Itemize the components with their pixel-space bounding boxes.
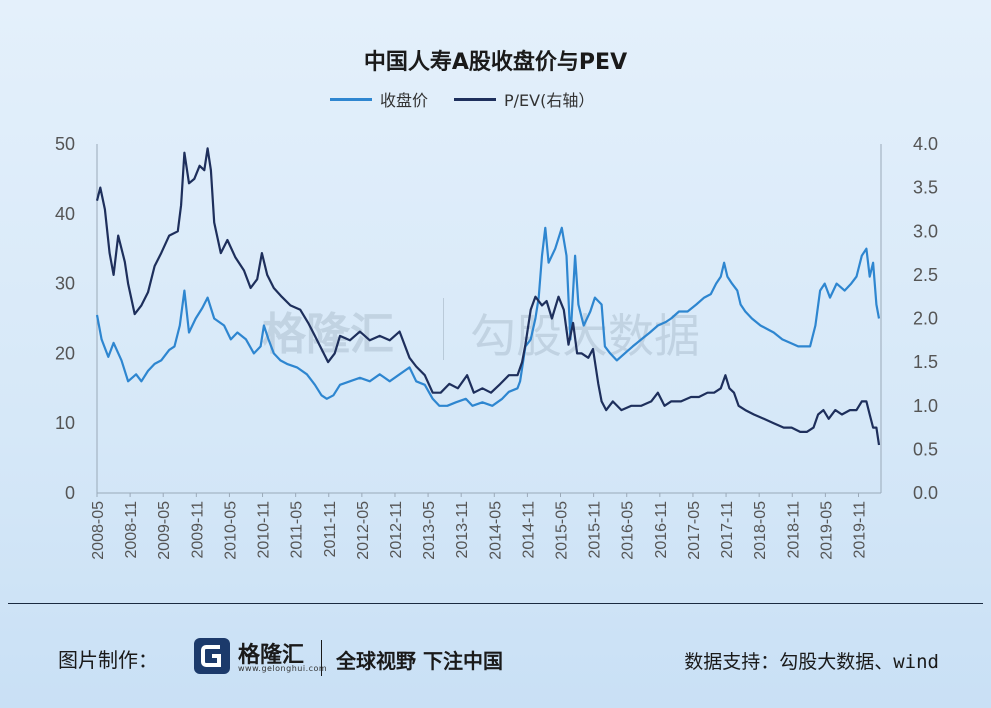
x-tick-label: 2008-05 — [90, 501, 107, 560]
brand-url: www.gelonghui.com — [238, 664, 328, 673]
y-left-tick-label: 30 — [55, 274, 75, 294]
y-right-tick-label: 1.5 — [913, 352, 938, 372]
x-tick-label: 2016-11 — [653, 501, 670, 559]
legend-item-pev: P/EV(右轴） — [454, 87, 594, 111]
x-tick-label: 2016-05 — [620, 501, 637, 560]
x-tick-label: 2017-11 — [719, 501, 736, 559]
x-tick-label: 2014-11 — [520, 501, 537, 559]
y-left-tick-label: 0 — [65, 483, 75, 503]
legend-swatch-pev — [454, 97, 497, 101]
legend-item-price: 收盘价 — [330, 87, 428, 111]
y-right-tick-label: 2.5 — [913, 265, 938, 285]
series-line-pev — [95, 147, 881, 446]
x-tick-label: 2018-05 — [752, 501, 769, 560]
chart-axes: 0 10 20 30 40 50 0.0 0.5 1.0 1.5 2.0 2.5 3.0 3.5 4.0 20… — [55, 134, 938, 560]
y-left-tick-label: 20 — [55, 343, 75, 363]
chart-lines — [95, 147, 881, 446]
x-tick-label: 2015-11 — [587, 501, 604, 559]
brand-separator — [321, 640, 322, 676]
watermark-gougu: 勾股大数据 — [470, 309, 700, 363]
y-right-tick-label: 3.0 — [913, 221, 938, 241]
made-by-label: 图片制作： — [58, 648, 158, 672]
x-tick-label: 2012-11 — [388, 501, 405, 559]
y-right-tick-label: 2.0 — [913, 309, 938, 329]
x-tick-label: 2009-11 — [189, 501, 206, 559]
y-left-tick-label: 50 — [55, 134, 75, 154]
x-tick-label: 2017-05 — [686, 501, 703, 560]
y-left-tick-label: 10 — [55, 413, 75, 433]
x-tick-label: 2009-05 — [156, 501, 173, 560]
x-tick-label: 2010-11 — [256, 501, 273, 559]
x-tick-label: 2013-11 — [454, 501, 471, 559]
x-tick-label: 2011-11 — [322, 501, 339, 557]
gelonghui-logo-icon — [194, 638, 230, 674]
watermark-gelonghui: 格隆汇 — [262, 309, 394, 360]
x-tick-label: 2013-05 — [421, 501, 438, 560]
data-source: 数据支持：勾股大数据、wind — [684, 651, 939, 673]
legend-label-pev: P/EV(右轴） — [504, 91, 595, 110]
y-right-tick-label: 3.5 — [913, 178, 938, 198]
chart-title: 中国人寿A股收盘价与PEV — [363, 50, 628, 75]
brand-name: 格隆汇 — [238, 643, 305, 668]
x-tick-label: 2019-11 — [851, 501, 868, 559]
y-right-tick-label: 0.5 — [913, 439, 938, 459]
x-tick-label: 2015-05 — [554, 501, 571, 560]
line-chart: 0 10 20 30 40 50 0.0 0.5 1.0 1.5 2.0 2.5 3.0 3.5 4.0 20… — [55, 134, 938, 560]
x-tick-label: 2014-05 — [487, 501, 504, 560]
legend-swatch-price — [330, 97, 372, 101]
x-tick-label: 2019-05 — [818, 501, 835, 560]
slogan: 全球视野 下注中国 — [336, 649, 503, 673]
y-right-tick-label: 0.0 — [913, 483, 938, 503]
series-line-price — [95, 226, 881, 407]
legend-label-price: 收盘价 — [380, 91, 429, 110]
x-tick-label: 2010-05 — [222, 501, 239, 560]
x-tick-label: 2018-11 — [785, 501, 802, 559]
footer-divider — [8, 603, 983, 604]
chart-legend: 收盘价 P/EV(右轴） — [330, 88, 620, 110]
watermark-separator — [443, 298, 444, 360]
y-right-tick-label: 1.0 — [913, 396, 938, 416]
y-left-tick-label: 40 — [55, 204, 75, 224]
x-tick-label: 2008-11 — [123, 501, 140, 559]
x-tick-label: 2011-05 — [289, 501, 306, 559]
y-right-tick-label: 4.0 — [913, 134, 938, 154]
x-tick-label: 2012-05 — [355, 501, 372, 560]
